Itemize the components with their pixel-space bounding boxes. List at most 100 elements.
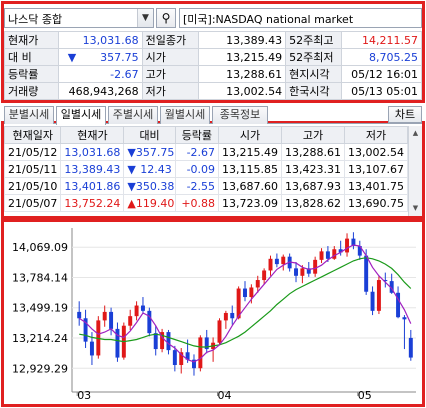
high-value: 13,288.61: [197, 65, 287, 83]
row-price: 13,031.68: [60, 143, 125, 161]
row-price: 13,401.86: [60, 177, 125, 195]
tab-monthly[interactable]: 월별시세: [160, 106, 210, 124]
rate-label: 등락률: [4, 65, 59, 83]
candle-up: [249, 287, 254, 298]
row-change: 350.38: [135, 179, 175, 193]
quote-table: 현재가 13,031.68 전일종가 13,389.43 52주최고 14,21…: [4, 31, 422, 100]
chevron-down-icon[interactable]: ▼: [137, 9, 153, 27]
up-arrow-icon: ▲: [127, 196, 136, 210]
candle-down: [294, 268, 298, 276]
candle-down: [109, 311, 114, 329]
candle-down: [408, 337, 413, 358]
row-change-cell: ▼ 350.38: [123, 177, 176, 195]
candle-down: [204, 337, 209, 350]
candle-down: [383, 280, 388, 282]
scroll-up-icon[interactable]: ▲: [412, 129, 419, 137]
kr-time-label: 한국시각: [285, 82, 343, 100]
row-low: 13,690.75: [344, 194, 408, 212]
col-header-rate[interactable]: 등락률: [174, 126, 220, 144]
x-tick-label: 05: [358, 389, 372, 402]
candle-up: [376, 280, 381, 311]
high52-value: 14,211.57: [341, 31, 422, 49]
table-row[interactable]: 21/05/07 13,752.24 ▲ 119.40 +0.88 13,723.…: [4, 194, 408, 212]
tab-weekly[interactable]: 주별시세: [108, 106, 158, 124]
col-header-high[interactable]: 고가: [281, 126, 345, 144]
candle-up: [262, 270, 267, 281]
col-header-open[interactable]: 시가: [218, 126, 283, 144]
row-date: 21/05/10: [4, 177, 62, 195]
row-price: 13,752.24: [60, 194, 125, 212]
scroll-down-icon[interactable]: ▼: [412, 204, 419, 212]
tab-minute[interactable]: 분별시세: [4, 106, 54, 124]
index-select[interactable]: 나스닥 종합 ▼: [4, 8, 154, 28]
change-cell: ▼ 357.75: [57, 48, 143, 66]
high-label: 고가: [141, 65, 199, 83]
candle-up: [313, 259, 318, 274]
row-date: 21/05/11: [4, 160, 62, 178]
y-tick-label: 13,784.14: [12, 271, 68, 284]
row-high: 13,828.62: [281, 194, 345, 212]
y-tick-label: 13,499.19: [12, 302, 68, 315]
candle-up: [102, 311, 107, 321]
table-row[interactable]: 21/05/10 13,401.86 ▼ 350.38 -2.55 13,687.…: [4, 177, 408, 195]
tab-info[interactable]: 종목정보: [212, 106, 268, 124]
chart-button[interactable]: 차트: [388, 106, 422, 123]
search-button[interactable]: ⚲: [156, 8, 176, 28]
prev-close-value: 13,389.43: [197, 31, 287, 49]
change-value: 357.75: [100, 50, 139, 64]
row-low: 13,401.75: [344, 177, 408, 195]
table-row[interactable]: 21/05/12 13,031.68 ▼ 357.75 -2.67 13,215.…: [4, 143, 408, 161]
candle-down: [166, 332, 171, 351]
index-select-value: 나스닥 종합: [8, 13, 63, 26]
col-header-low[interactable]: 저가: [344, 126, 408, 144]
daily-scrollbar[interactable]: ▲ ▼: [408, 126, 422, 216]
candle-up: [319, 251, 324, 260]
candle-up: [268, 258, 273, 271]
current-price-value: 13,031.68: [57, 31, 143, 49]
y-tick-label: 14,069.09: [12, 241, 68, 254]
candle-up: [160, 332, 165, 350]
table-row[interactable]: 21/05/11 13,389.43 ▼ 12.43 -0.09 13,115.8…: [4, 160, 408, 178]
rate-value: -2.67: [57, 65, 143, 83]
candle-up: [128, 316, 133, 326]
row-change-cell: ▼ 357.75: [123, 143, 176, 161]
low52-value: 8,705.25: [341, 48, 422, 66]
candle-up: [236, 288, 241, 319]
candle-down: [402, 317, 407, 320]
ma-short-line: [78, 244, 412, 363]
candle-down: [396, 292, 401, 318]
col-header-date[interactable]: 현재일자: [4, 126, 62, 144]
row-date: 21/05/12: [4, 143, 62, 161]
candle-down: [147, 310, 152, 334]
candle-down: [338, 249, 343, 253]
y-tick-label: 12,929.29: [12, 362, 68, 375]
candle-down: [185, 352, 190, 360]
chart-panel-highlight: [1, 219, 425, 407]
candle-up: [217, 320, 222, 343]
candle-down: [351, 238, 356, 247]
down-arrow-icon: ▼: [67, 50, 77, 64]
low-value: 13,002.54: [197, 82, 287, 100]
candle-down: [153, 333, 158, 350]
tab-daily[interactable]: 일별시세: [56, 106, 106, 125]
price-chart[interactable]: 14,069.09 13,784.14 13,499.19 13,214.24 12,9…: [4, 222, 422, 404]
col-header-change[interactable]: 대비: [123, 126, 176, 144]
candle-down: [115, 328, 120, 358]
volume-value: 468,943,268: [57, 82, 143, 100]
daily-header-row: 현재일자 현재가 대비 등락률 시가 고가 저가: [4, 126, 408, 144]
row-low: 13,107.67: [344, 160, 408, 178]
row-change: 119.40: [135, 196, 175, 210]
row-high: 13,423.31: [281, 160, 345, 178]
x-tick-label: 04: [217, 389, 231, 402]
open-label: 시가: [141, 48, 199, 66]
row-open: 13,723.09: [218, 194, 283, 212]
candle-down: [89, 341, 94, 356]
row-price: 13,389.43: [60, 160, 125, 178]
candle-up: [179, 352, 184, 366]
search-row: 나스닥 종합 ▼ ⚲ [미국]:NASDAQ national market: [4, 4, 422, 30]
current-price-label: 현재가: [4, 31, 59, 49]
open-value: 13,215.49: [197, 48, 287, 66]
candle-up: [345, 238, 350, 253]
col-header-price[interactable]: 현재가: [60, 126, 125, 144]
candle-up: [134, 305, 139, 317]
